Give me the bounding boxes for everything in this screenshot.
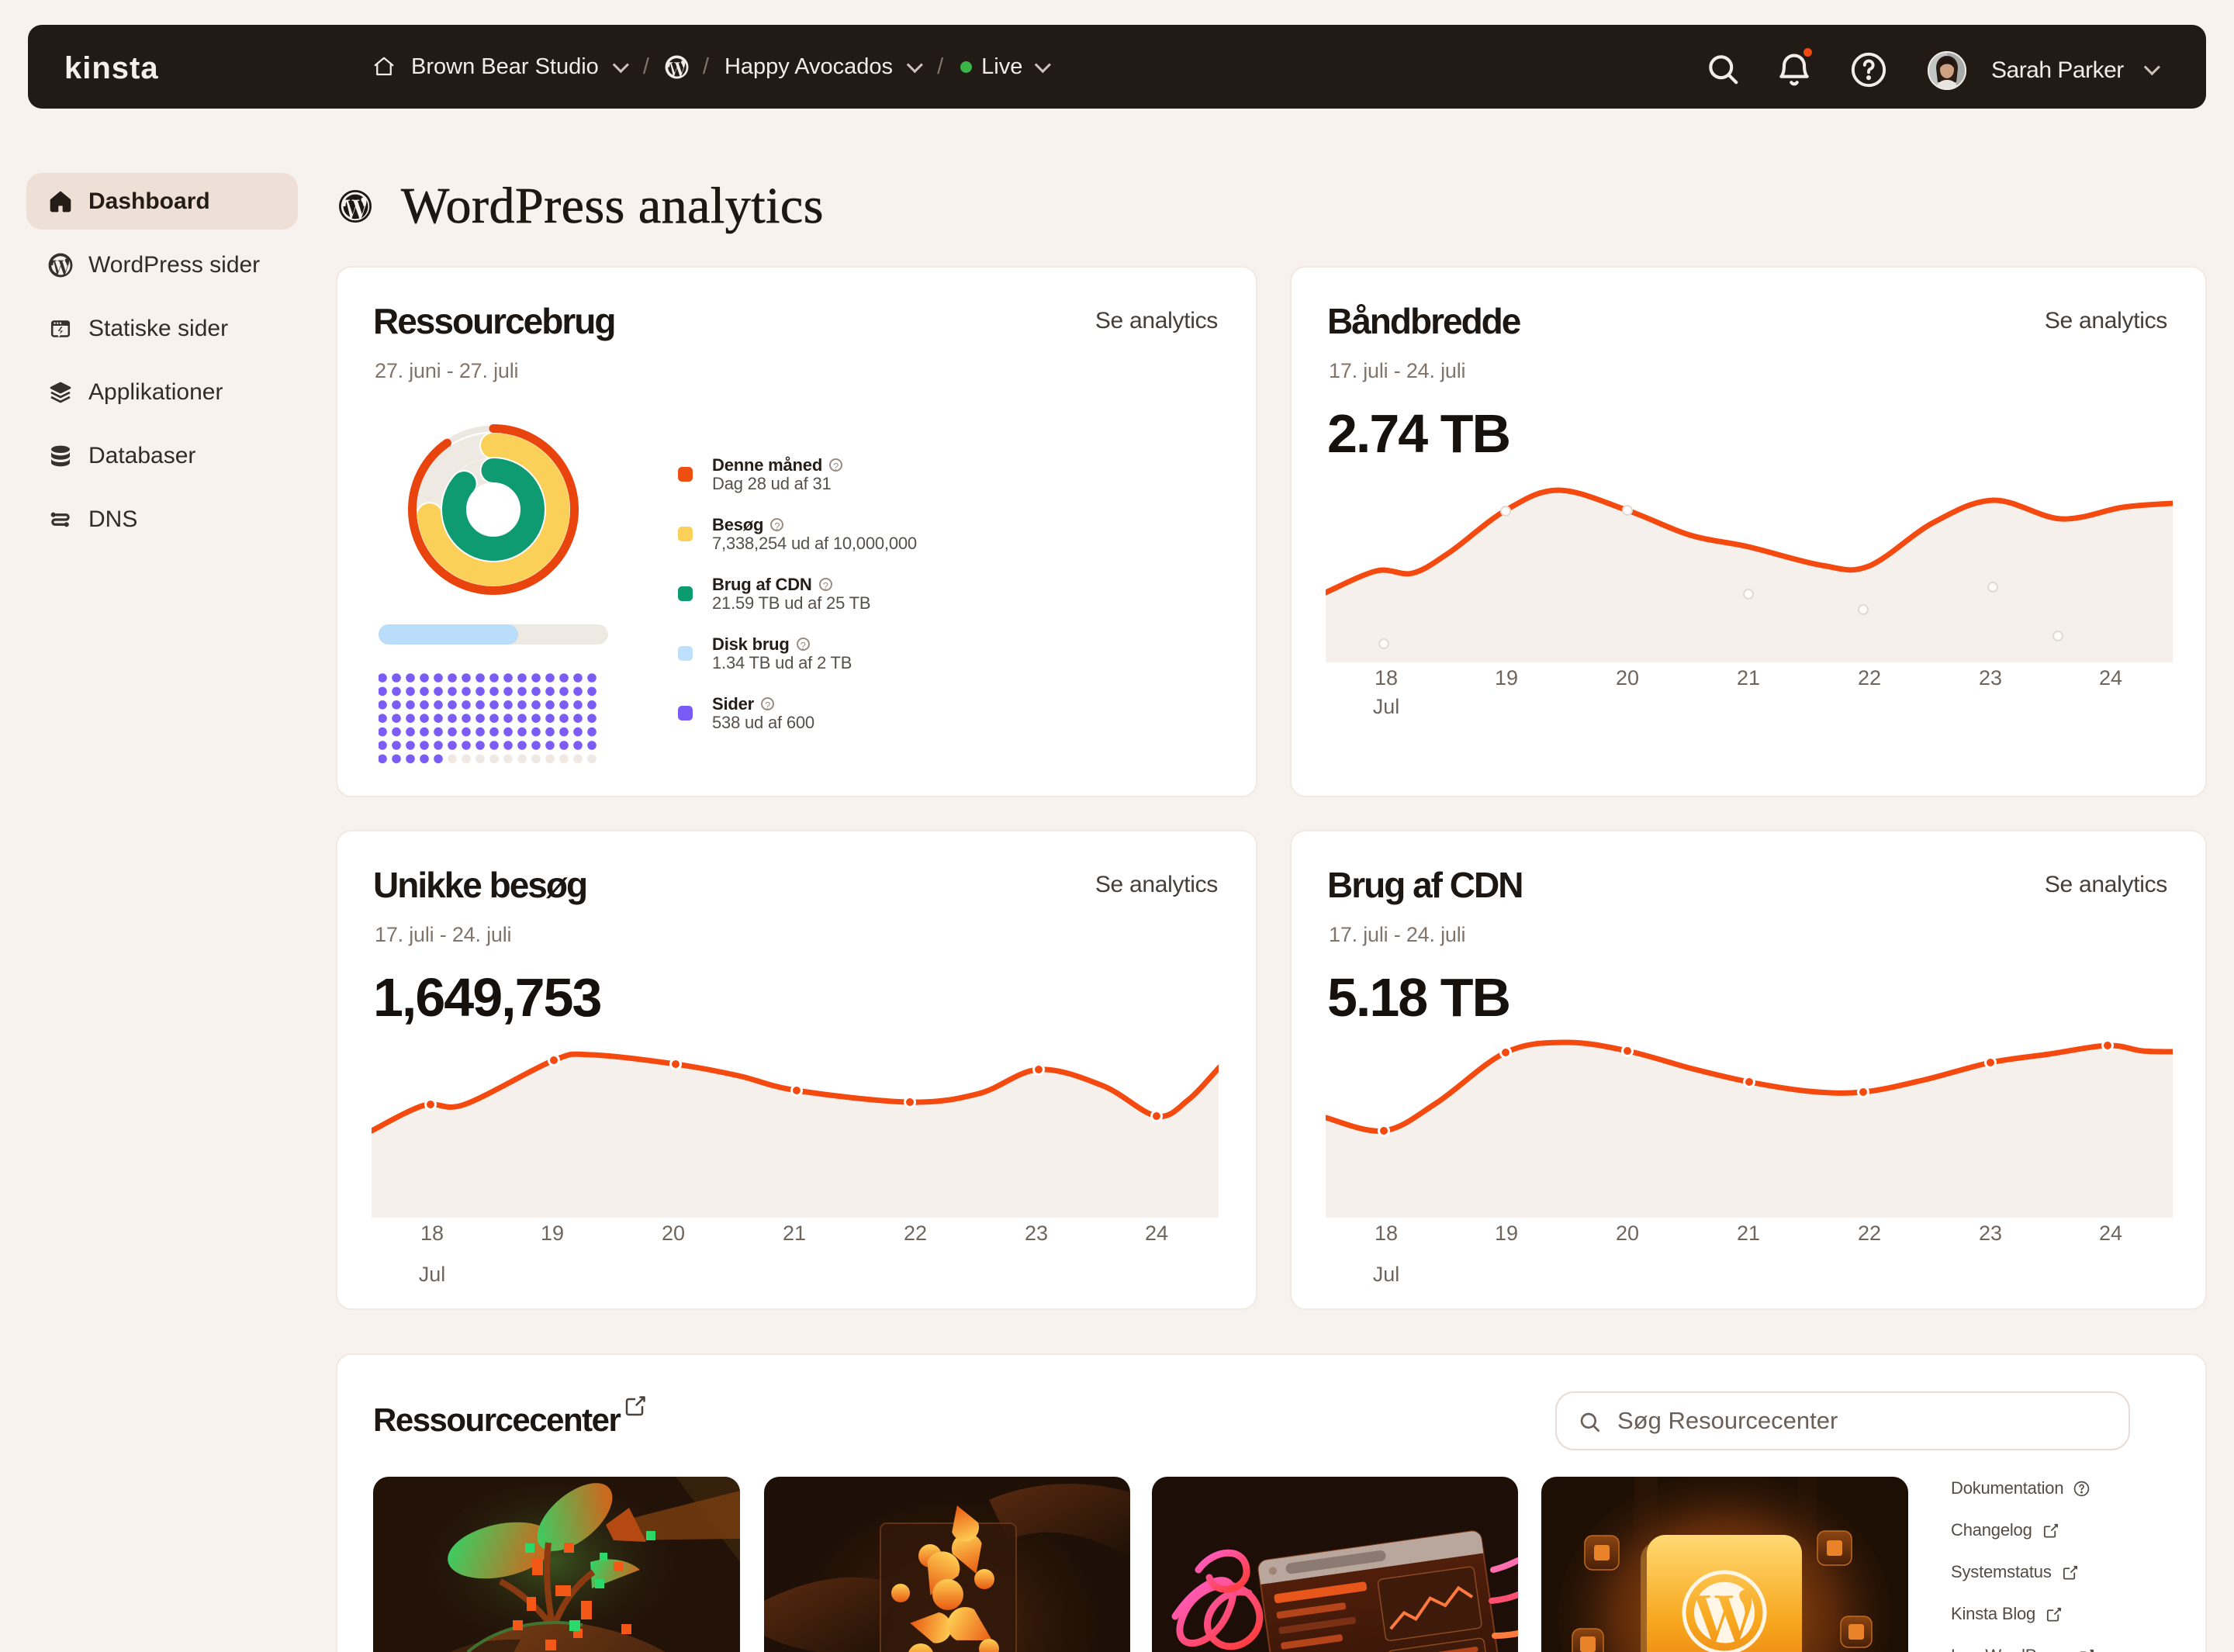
svg-text:20: 20 [662, 1222, 685, 1245]
svg-text:19: 19 [1495, 1222, 1518, 1245]
svg-text:Jul: Jul [419, 1263, 446, 1286]
svg-text:22: 22 [1858, 666, 1881, 689]
svg-text:24: 24 [1145, 1222, 1168, 1245]
svg-text:19: 19 [1495, 666, 1518, 689]
svg-text:23: 23 [1025, 1222, 1048, 1245]
svg-text:24: 24 [2099, 666, 2122, 689]
svg-text:24: 24 [2099, 1222, 2122, 1245]
svg-text:21: 21 [1737, 666, 1760, 689]
svg-text:Jul: Jul [1373, 695, 1400, 718]
svg-text:18: 18 [1375, 666, 1398, 689]
svg-text:21: 21 [783, 1222, 806, 1245]
svg-text:20: 20 [1616, 666, 1639, 689]
svg-text:22: 22 [1858, 1222, 1881, 1245]
svg-text:19: 19 [541, 1222, 564, 1245]
svg-text:21: 21 [1737, 1222, 1760, 1245]
svg-text:18: 18 [1375, 1222, 1398, 1245]
svg-text:22: 22 [904, 1222, 927, 1245]
svg-text:Jul: Jul [1373, 1263, 1400, 1286]
svg-text:20: 20 [1616, 1222, 1639, 1245]
svg-text:18: 18 [420, 1222, 444, 1245]
svg-text:23: 23 [1979, 666, 2002, 689]
svg-text:23: 23 [1979, 1222, 2002, 1245]
